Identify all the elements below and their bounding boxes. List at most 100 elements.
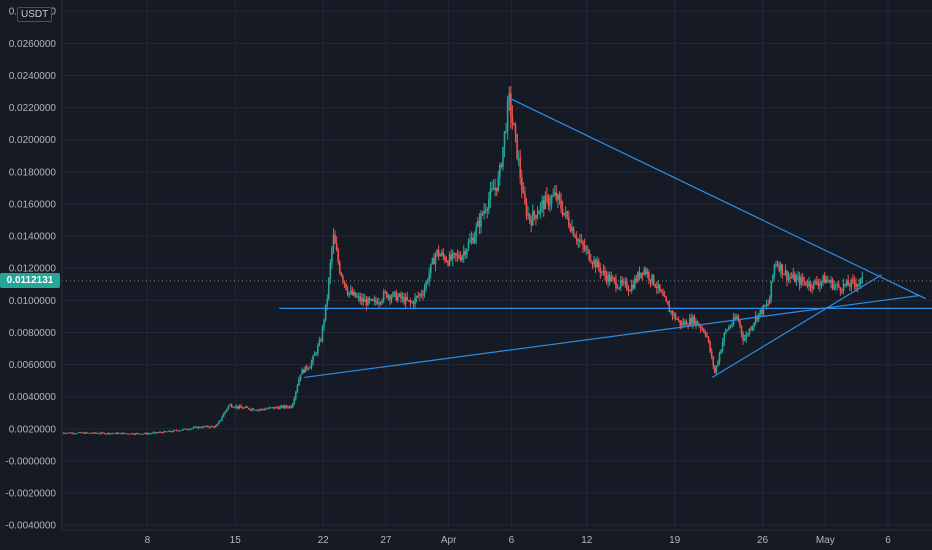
candle-body	[803, 281, 806, 283]
candle-body	[538, 211, 540, 215]
candle-body	[345, 283, 347, 290]
candle-body	[797, 276, 799, 278]
candle-body	[856, 284, 859, 287]
candle-body	[186, 429, 189, 431]
candle-body	[710, 351, 713, 357]
candle-body	[787, 276, 790, 281]
candle-body	[674, 313, 677, 320]
candle-body	[211, 426, 214, 427]
candle-body	[241, 407, 244, 409]
candle-body	[417, 296, 420, 297]
candle-body	[847, 280, 850, 286]
candle-body	[586, 248, 589, 251]
candle-body	[390, 296, 393, 300]
candle-body	[585, 248, 587, 250]
candle-body	[724, 330, 727, 333]
candle-body	[624, 281, 627, 283]
candle-body	[666, 301, 669, 305]
candle-body	[298, 379, 300, 386]
candle-body	[768, 297, 771, 305]
candle-body	[174, 430, 176, 432]
candle-body	[618, 287, 620, 289]
candle-body	[111, 433, 114, 435]
candle-body	[677, 319, 680, 321]
candle-body	[786, 270, 788, 281]
candle-body	[392, 292, 394, 297]
candle-body	[855, 283, 857, 287]
candle-body	[823, 275, 826, 284]
candle-body	[547, 196, 550, 206]
candle-body	[607, 274, 609, 282]
candle-body	[164, 431, 167, 433]
candle-body	[194, 426, 197, 428]
candle-body	[327, 278, 330, 299]
candle-body	[304, 366, 307, 373]
candle-body	[296, 385, 299, 392]
trendline[interactable]	[711, 274, 883, 378]
candle-body	[794, 273, 796, 283]
candle-body	[707, 336, 710, 342]
candle-body	[287, 407, 289, 408]
currency-badge[interactable]: USDT	[17, 7, 53, 22]
candle-body	[743, 339, 746, 341]
candle-body	[313, 353, 316, 356]
candle-body	[643, 269, 645, 275]
candle-body	[379, 302, 382, 304]
candle-body	[251, 408, 253, 410]
candle-body	[280, 405, 283, 407]
candle-body	[404, 296, 407, 304]
candle-body	[641, 272, 644, 275]
candle-body	[108, 432, 110, 435]
candle-body	[307, 368, 310, 370]
candle-body	[776, 263, 779, 266]
candle-body	[819, 283, 821, 286]
candle-body	[695, 320, 697, 325]
candle-body	[552, 194, 554, 197]
candle-body	[577, 239, 580, 241]
candle-body	[329, 262, 332, 279]
candle-body	[687, 325, 689, 327]
candle-body	[408, 300, 410, 301]
candle-body	[182, 429, 184, 431]
candle-body	[684, 321, 686, 325]
candle-body	[478, 220, 481, 227]
candle-body	[745, 334, 747, 340]
candle-body	[247, 407, 250, 410]
candle-body	[293, 398, 296, 405]
candle-body	[128, 433, 131, 435]
candle-body	[224, 411, 227, 414]
x-tick-label: May	[816, 535, 835, 546]
candle-body	[252, 408, 255, 411]
candle-body	[714, 366, 716, 373]
x-axis: 8 15 22 27 Apr 6 12 19 26 May 6	[62, 529, 932, 546]
candle-body	[440, 252, 443, 255]
candle-body	[425, 281, 427, 289]
drawings[interactable]	[279, 97, 932, 379]
candle-body	[397, 296, 399, 301]
candle-body	[122, 432, 125, 435]
trendline[interactable]	[508, 97, 926, 300]
candle-body	[262, 408, 264, 410]
candle-body	[418, 293, 421, 297]
candle-body	[94, 432, 96, 434]
x-tick-label: 12	[581, 535, 593, 546]
candle-body	[134, 433, 137, 435]
x-tick-label: 19	[669, 535, 681, 546]
y-tick-label: -0.0020000	[5, 489, 56, 500]
candle-body	[400, 293, 402, 299]
trendline[interactable]	[304, 294, 920, 379]
candle-body	[825, 279, 828, 284]
candle-body	[535, 215, 537, 219]
candle-body	[775, 263, 777, 265]
candle-body	[315, 353, 318, 355]
candle-body	[477, 220, 479, 227]
candle-body	[229, 404, 231, 406]
candle-body	[549, 202, 551, 206]
candle-body	[852, 279, 854, 281]
candle-body	[415, 296, 418, 298]
candle-body	[510, 93, 512, 117]
y-tick-label: -0.0000000	[5, 456, 56, 467]
candle-body	[522, 190, 525, 193]
